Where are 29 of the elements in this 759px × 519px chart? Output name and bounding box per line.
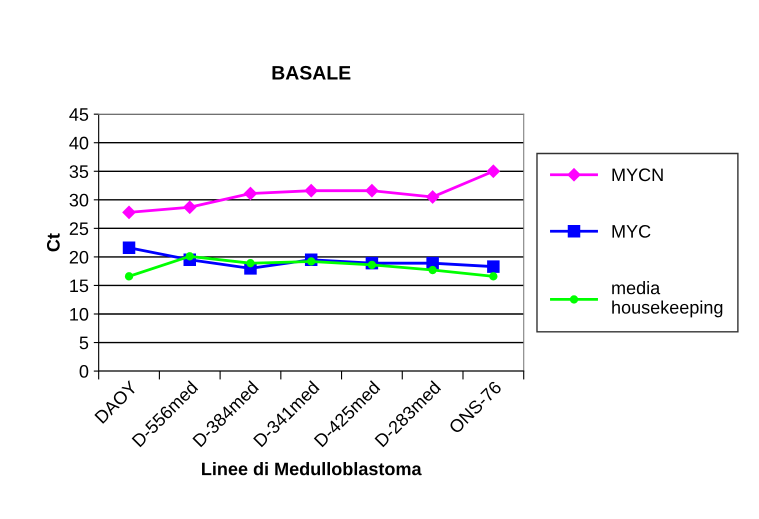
y-tick-label: 10 (70, 308, 88, 321)
point (122, 242, 136, 254)
point (489, 272, 498, 280)
y-tick-label: 35 (70, 165, 88, 178)
point (428, 266, 437, 274)
point (486, 164, 500, 178)
point (487, 260, 500, 273)
y-tick-label: 25 (70, 222, 88, 236)
y-tick-label: 5 (80, 336, 88, 350)
chart-title: BASALE (272, 66, 350, 80)
y-axis-title: Ct (46, 233, 60, 252)
y-tick-label: 40 (69, 136, 88, 150)
y-tick-label: 30 (70, 194, 88, 207)
point (122, 206, 136, 219)
point (244, 186, 258, 200)
point (124, 272, 134, 280)
y-tick-label: 20 (70, 250, 88, 264)
legend-label: MYCN (612, 168, 663, 182)
y-tick-label: 45 (69, 108, 88, 121)
x-axis-title: Linee di Medulloblastoma (202, 462, 422, 476)
point (426, 190, 440, 204)
point (365, 184, 378, 198)
y-tick-label: 0 (80, 365, 88, 378)
point (183, 200, 196, 214)
legend-label: MYC (612, 224, 650, 238)
y-tick-label: 15 (70, 280, 88, 292)
legend-label: media housekeeping (612, 281, 722, 318)
point (246, 259, 255, 268)
point (304, 184, 318, 198)
